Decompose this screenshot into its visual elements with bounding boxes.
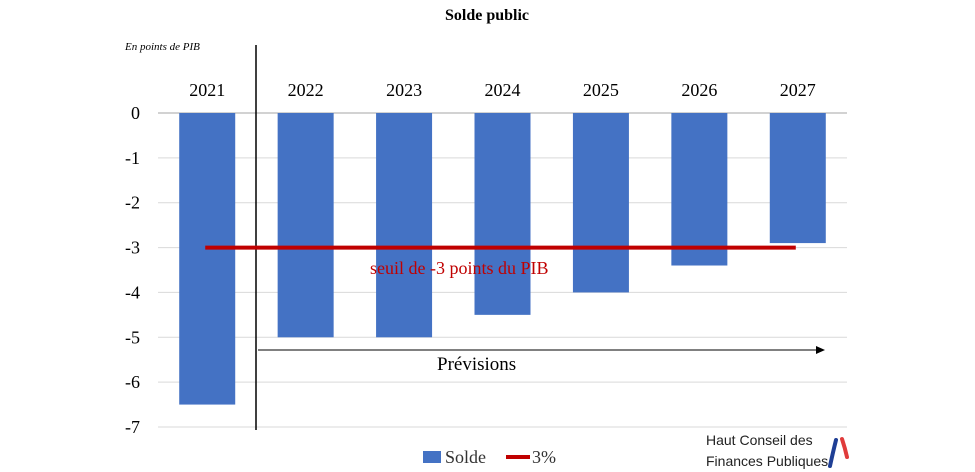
- forecast-label: Prévisions: [437, 354, 516, 375]
- category-label: 2027: [780, 80, 816, 100]
- y-tick-label: -3: [125, 238, 140, 258]
- category-label: 2022: [288, 80, 324, 100]
- logo-line-1: Haut Conseil des: [706, 432, 813, 448]
- logo-line-2: Finances Publiques: [706, 453, 828, 469]
- bar: [376, 113, 433, 338]
- legend: Solde 3%: [423, 447, 556, 467]
- y-tick-label: -6: [125, 372, 140, 392]
- hcfp-logo: Haut Conseil des Finances Publiques: [706, 432, 849, 469]
- logo-mark-red: [840, 437, 849, 459]
- y-tick-label: -4: [125, 282, 140, 302]
- threshold-label: seuil de -3 points du PIB: [370, 258, 549, 278]
- legend-label-solde: Solde: [445, 447, 486, 467]
- category-label: 2021: [189, 80, 225, 100]
- category-labels: 2021 2022 2023 2024 2025 2026 2027: [189, 80, 816, 100]
- y-axis-ticks: 0 -1 -2 -3 -4 -5 -6 -7: [125, 103, 140, 437]
- y-tick-label: -2: [125, 193, 140, 213]
- y-tick-label: -7: [125, 417, 140, 437]
- unit-label: En points de PIB: [124, 41, 200, 53]
- bar: [572, 113, 629, 293]
- y-tick-label: -5: [125, 327, 140, 347]
- logo-mark-blue: [828, 438, 838, 468]
- legend-label-3pct: 3%: [532, 447, 556, 467]
- bar: [474, 113, 531, 315]
- category-label: 2023: [386, 80, 422, 100]
- category-label: 2024: [485, 80, 521, 100]
- bar: [671, 113, 728, 266]
- y-tick-label: -1: [125, 148, 140, 168]
- bar: [277, 113, 334, 338]
- legend-swatch-solde: [423, 451, 441, 463]
- category-label: 2026: [681, 80, 717, 100]
- bar: [769, 113, 826, 244]
- forecast-arrow-head: [816, 346, 825, 354]
- y-tick-label: 0: [131, 103, 140, 123]
- bar: [179, 113, 236, 405]
- chart-title: Solde public: [445, 7, 529, 24]
- category-label: 2025: [583, 80, 619, 100]
- bars: [179, 113, 826, 405]
